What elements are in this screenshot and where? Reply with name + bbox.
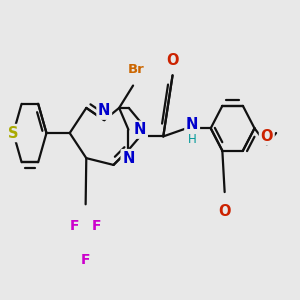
- Text: F: F: [92, 219, 102, 233]
- Text: O: O: [260, 129, 273, 144]
- Text: N: N: [98, 103, 110, 118]
- Text: F: F: [81, 253, 90, 267]
- Text: O: O: [166, 53, 179, 68]
- Text: N: N: [186, 117, 198, 132]
- Text: F: F: [70, 219, 79, 233]
- Text: N: N: [122, 151, 135, 166]
- Text: S: S: [8, 125, 19, 140]
- Text: H: H: [188, 133, 197, 146]
- Text: O: O: [218, 204, 231, 219]
- Text: Br: Br: [128, 63, 144, 76]
- Text: N: N: [134, 122, 146, 137]
